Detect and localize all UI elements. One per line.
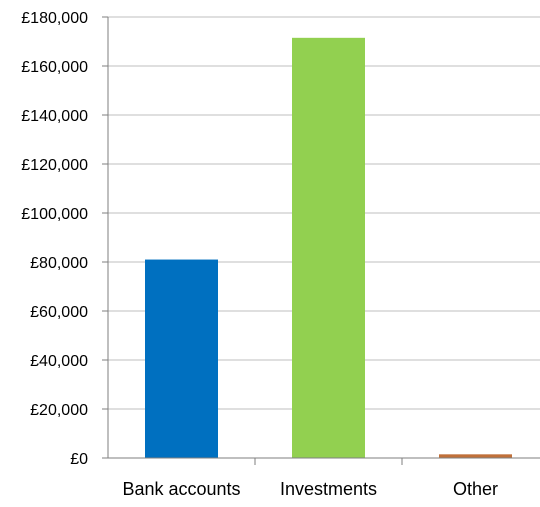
bars (145, 37, 512, 458)
bar-other (439, 454, 512, 458)
y-tick-label: £140,000 (21, 108, 88, 125)
x-category-label: Investments (280, 479, 377, 499)
y-tick-label: £160,000 (21, 59, 88, 76)
bar-bank-accounts (145, 259, 218, 458)
labels: £0 £20,000 £40,000 £60,000 £80,000 £100,000 £1… (21, 10, 498, 499)
x-category-label: Bank accounts (122, 479, 240, 499)
y-tick-label: £0 (70, 451, 88, 468)
y-tick-label: £20,000 (30, 402, 88, 419)
y-tick-label: £120,000 (21, 157, 88, 174)
bar-investments (292, 37, 365, 458)
y-tick-label: £40,000 (30, 353, 88, 370)
y-tick-label: £180,000 (21, 10, 88, 27)
y-tick-label: £100,000 (21, 206, 88, 223)
axes (102, 16, 540, 465)
y-tick-label: £60,000 (30, 304, 88, 321)
y-tick-label: £80,000 (30, 255, 88, 272)
x-category-label: Other (453, 479, 498, 499)
